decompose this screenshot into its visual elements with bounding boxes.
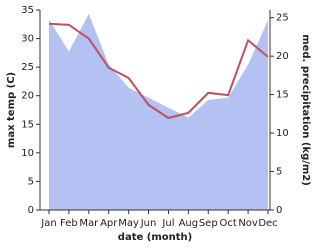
- x-tick-label: Nov: [238, 218, 258, 229]
- y-tick-label: 35: [21, 5, 34, 16]
- y-tick-label: 20: [21, 91, 34, 102]
- line: [48, 22, 269, 120]
- y2-tick-label: 0: [276, 205, 282, 216]
- y-tick-label: 10: [21, 148, 34, 159]
- y-tick-label: 0: [28, 205, 34, 216]
- y2-tick-label: 10: [276, 128, 289, 139]
- x-tick-label: May: [118, 218, 139, 229]
- y-tick-label: 15: [21, 119, 34, 130]
- y-tick-label: 25: [21, 62, 34, 73]
- y-tick-label: 5: [28, 176, 34, 187]
- x-tick-label: Aug: [179, 218, 199, 229]
- chart: date (month) max temp (C) med. precipita…: [6, 5, 311, 243]
- x-tick-label: Jul: [161, 218, 174, 229]
- x-tick-label: Apr: [100, 218, 118, 229]
- y-axis-label: max temp (C): [6, 72, 17, 148]
- x-tick-label: Dec: [258, 218, 277, 229]
- y2-tick-label: 25: [276, 13, 289, 24]
- y2-tick-label: 20: [276, 51, 289, 62]
- x-tick-label: Feb: [60, 218, 78, 229]
- x-tick-label: Oct: [220, 218, 237, 229]
- y-tick-label: 30: [21, 34, 34, 45]
- x-tick-label: Jan: [40, 218, 56, 229]
- x-tick-label: Sep: [199, 218, 218, 229]
- x-axis-label: date (month): [118, 232, 192, 243]
- y2-tick-label: 15: [276, 90, 289, 101]
- y2-tick-label: 5: [276, 167, 282, 178]
- x-tick-label: Jun: [140, 218, 157, 229]
- x-tick-label: Mar: [79, 218, 99, 229]
- y2-axis-label: med. precipitation (kg/m2): [300, 34, 311, 186]
